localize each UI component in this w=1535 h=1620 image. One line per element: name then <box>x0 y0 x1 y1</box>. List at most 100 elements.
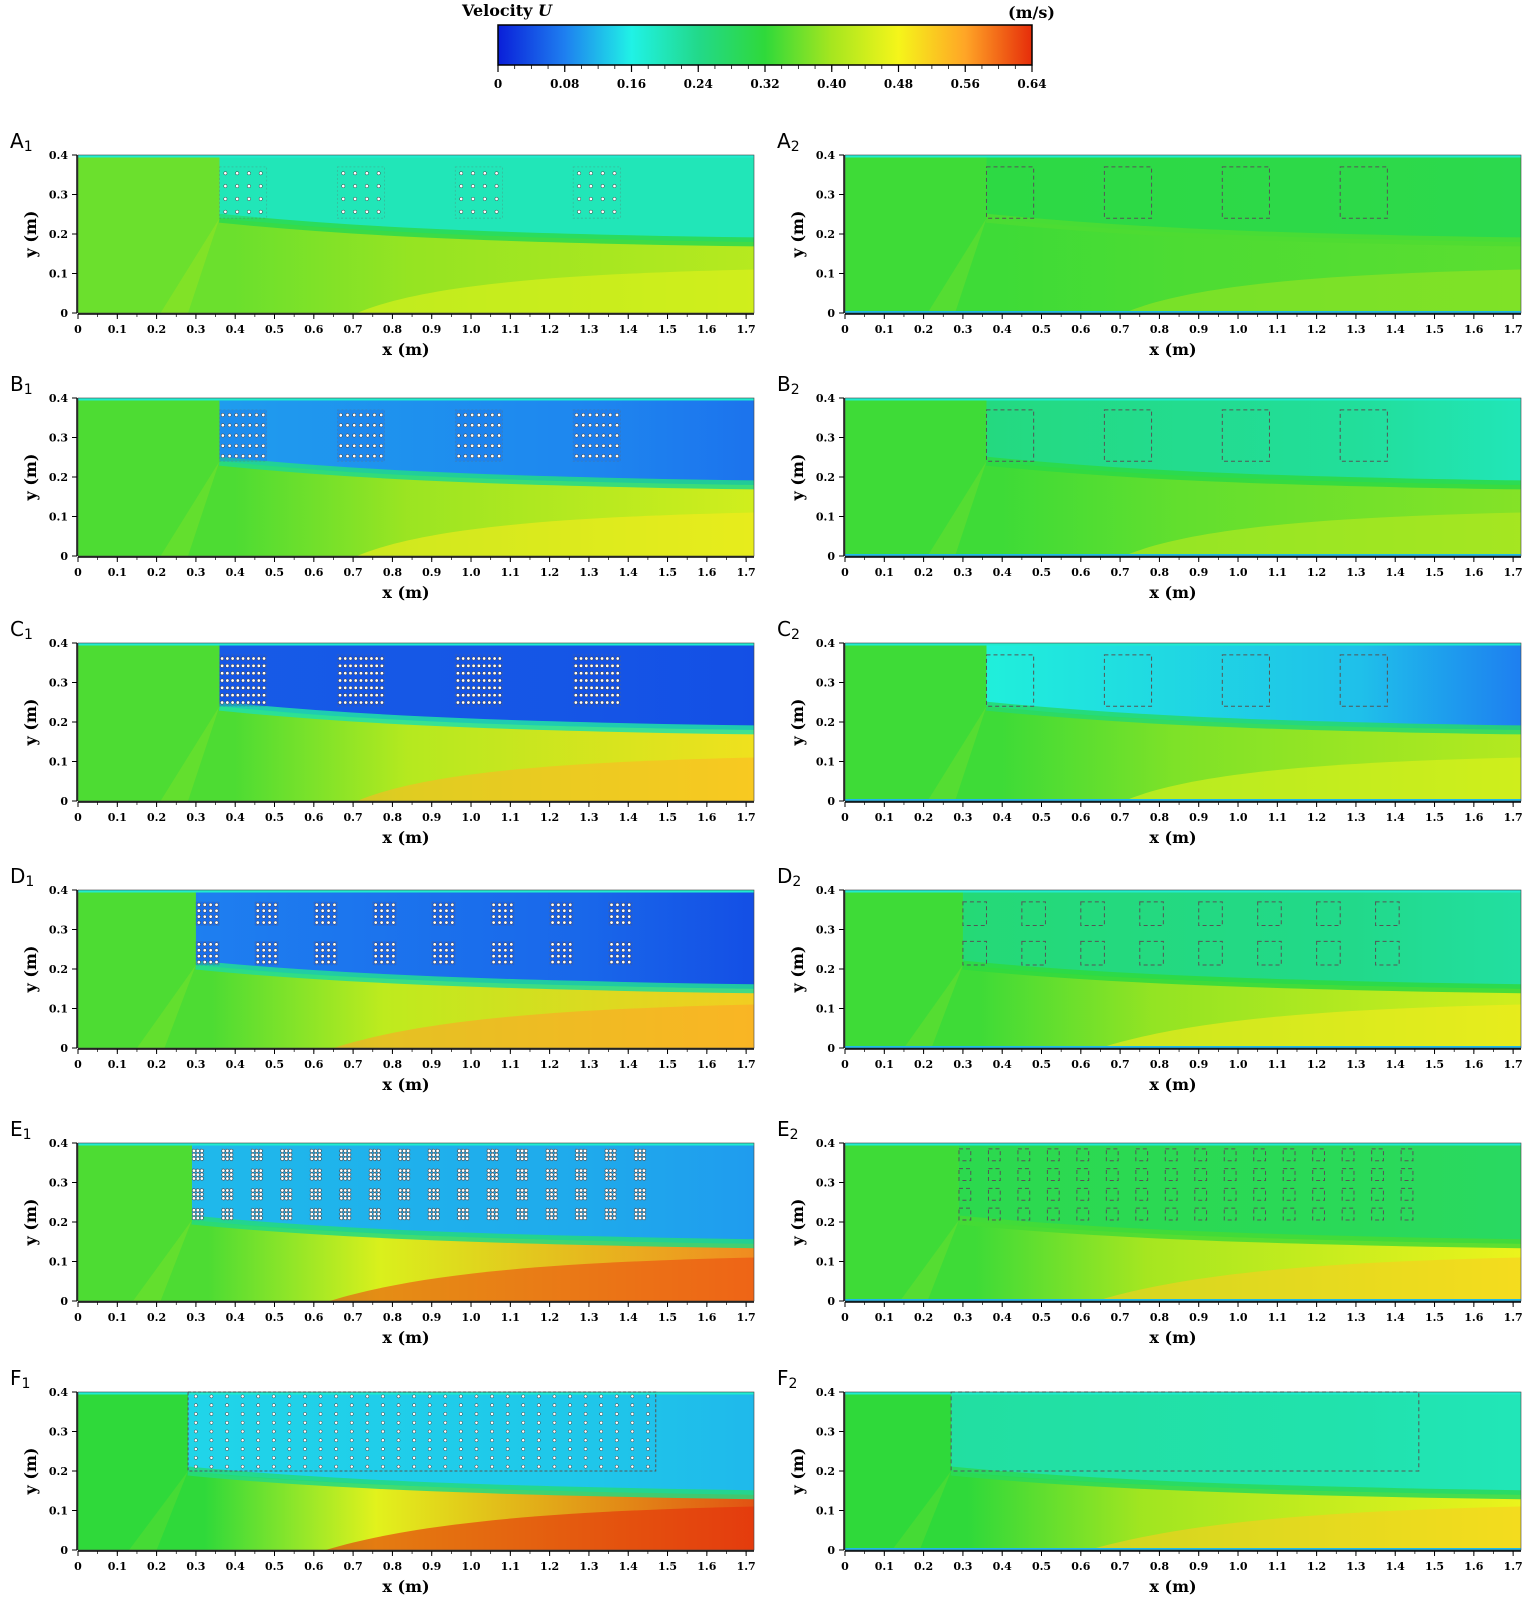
stem-dot <box>490 1429 494 1434</box>
stem-dot <box>280 1152 285 1157</box>
stem-dot <box>343 1196 348 1201</box>
stem-dot <box>427 1168 432 1173</box>
stem-dot <box>241 656 246 661</box>
stem-dot <box>267 908 272 913</box>
stem-dot <box>461 1192 466 1197</box>
stem-dot <box>581 413 586 417</box>
stem-dot <box>610 685 615 690</box>
stem-dot <box>615 902 620 907</box>
stem-dot <box>247 433 252 438</box>
x-tick-label: 1.6 <box>1464 323 1483 336</box>
stem-dot <box>254 1148 259 1153</box>
x-tick-label: 1.5 <box>658 811 677 824</box>
stem-dot <box>221 1176 226 1181</box>
stem-dot <box>287 1455 292 1460</box>
stem-dot <box>556 902 561 907</box>
stem-dot <box>583 1156 587 1161</box>
stem-dot <box>487 663 492 668</box>
stem-dot <box>225 1429 229 1434</box>
stem-dot <box>427 1447 432 1451</box>
stem-dot <box>214 914 219 919</box>
stem-dot <box>482 184 487 189</box>
stem-dot <box>465 1176 470 1181</box>
stem-dot <box>615 685 620 690</box>
stem-dot <box>262 656 266 661</box>
stem-dot <box>568 914 573 919</box>
stem-dot <box>435 1196 440 1201</box>
x-tick-label: 1.1 <box>501 811 520 824</box>
stem-dot <box>642 1188 646 1193</box>
stem-dot <box>255 914 260 919</box>
stem-dot <box>615 443 619 448</box>
stem-dot <box>234 413 239 417</box>
stem-dot <box>490 1412 494 1416</box>
stem-dot <box>604 1168 609 1173</box>
stem-dot <box>247 171 251 176</box>
vegetation-patch <box>987 1187 1001 1201</box>
stem-dot <box>503 902 508 907</box>
stem-dot <box>273 902 278 907</box>
stem-dot <box>303 1455 307 1460</box>
stem-dot <box>492 663 497 668</box>
stem-dot <box>553 1156 558 1161</box>
x-tick-label: 1.0 <box>1228 1311 1247 1324</box>
stem-dot <box>376 1192 381 1197</box>
panel-D2: 0 0.1 0.2 0.3 0.4 0.5 0.6 0.7 0.8 0.9 1.0 1.1 1.2 1.3… <box>777 864 1523 1094</box>
stem-dot <box>402 1156 407 1161</box>
stem-dot <box>372 413 377 417</box>
axes-frame <box>844 397 1522 557</box>
stem-dot <box>220 656 225 661</box>
stem-dot <box>427 1216 432 1221</box>
stem-dot <box>630 1429 635 1434</box>
stem-dot <box>614 1438 619 1443</box>
stem-dot <box>402 1152 407 1157</box>
x-tick-label: 0.5 <box>265 1058 284 1071</box>
stem-dot <box>326 920 331 925</box>
stem-dot <box>303 1464 307 1469</box>
stem-dot <box>372 423 377 428</box>
stem-dot <box>505 1438 510 1443</box>
vegetation-patch <box>985 654 1035 707</box>
stem-dot <box>615 433 619 438</box>
stem-dot <box>435 1212 440 1217</box>
stem-dot <box>474 1420 479 1425</box>
stem-dot <box>230 678 235 683</box>
y-tick-label: 0.4 <box>816 637 835 650</box>
stem-dot <box>614 1394 619 1399</box>
stem-dot <box>353 671 358 676</box>
stem-dot <box>199 1176 204 1181</box>
stem-dot <box>609 920 614 925</box>
velocity-field <box>78 398 754 556</box>
vegetation-patch <box>1400 1187 1414 1201</box>
stem-dot <box>256 1403 261 1408</box>
stem-dot <box>455 693 460 698</box>
stem-dot <box>612 1212 617 1217</box>
x-tick-label: 0.3 <box>186 811 205 824</box>
stem-dot <box>497 656 502 661</box>
stem-dot <box>359 656 363 661</box>
x-tick-label: 0.4 <box>226 1311 245 1324</box>
stem-dot <box>317 1208 322 1213</box>
stem-dot <box>568 1394 572 1399</box>
stem-dot <box>494 1176 499 1181</box>
stem-dot <box>343 1152 348 1157</box>
stem-dot <box>368 1216 373 1221</box>
stem-dot <box>258 1188 263 1193</box>
stem-dot <box>365 433 370 438</box>
x-tick-label: 0.2 <box>914 566 933 579</box>
stem-dot <box>505 1412 510 1416</box>
stem-dot <box>391 920 396 925</box>
stem-dot <box>391 942 396 947</box>
stem-dot <box>482 171 487 176</box>
stem-dot <box>258 1192 263 1197</box>
stem-dot <box>250 1156 255 1161</box>
stem-dot <box>521 1394 526 1399</box>
stem-dot <box>317 1192 322 1197</box>
stem-dot <box>385 902 390 907</box>
stem-dot <box>368 1208 373 1213</box>
stem-dot <box>461 1156 466 1161</box>
stem-dot <box>505 1394 510 1399</box>
x-tick-label: 1.3 <box>579 566 598 579</box>
stem-dot <box>638 1172 642 1177</box>
x-tick-label: 0.5 <box>1032 811 1051 824</box>
